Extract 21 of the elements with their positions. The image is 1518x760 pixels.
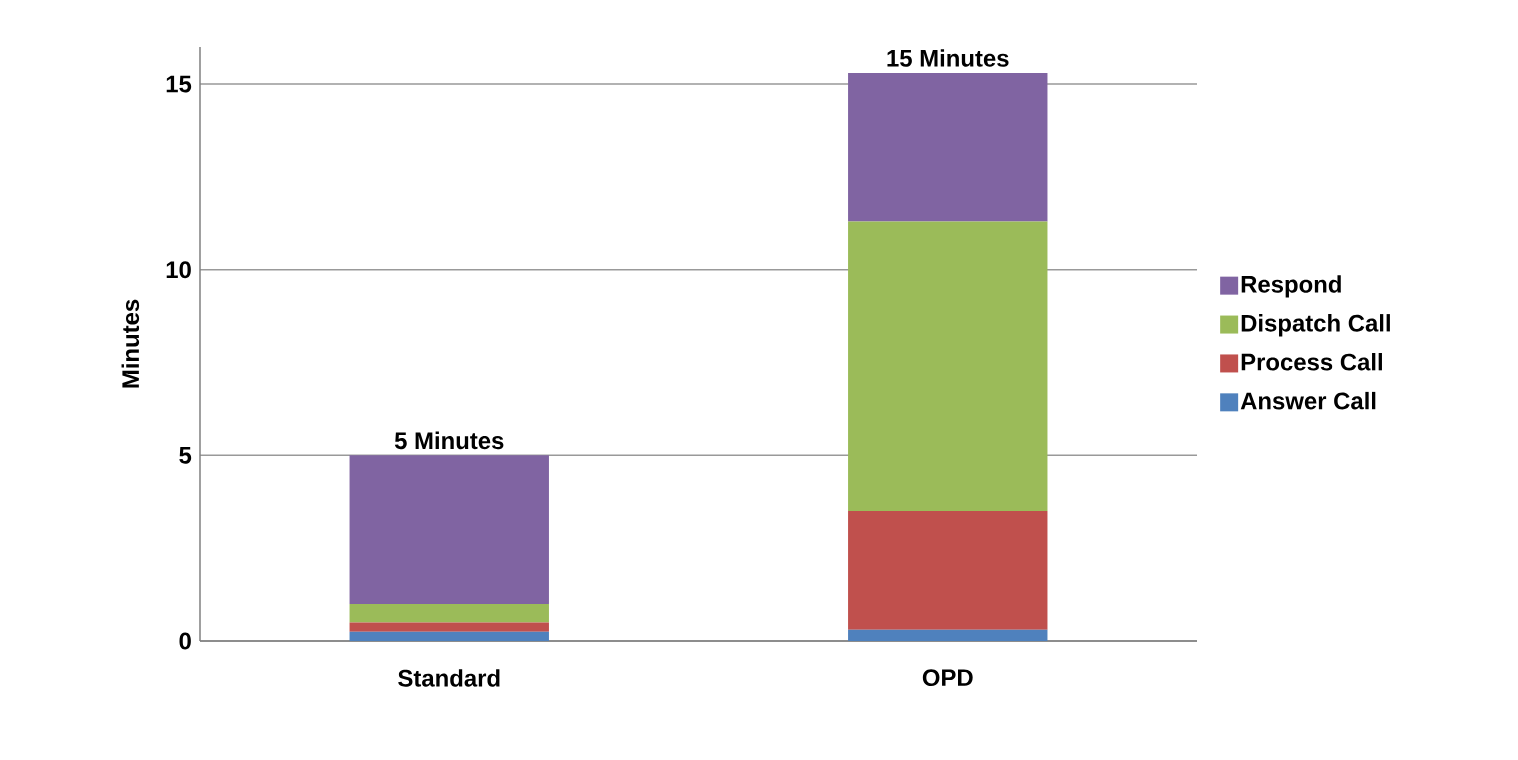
legend-label: Respond [1241,275,1341,298]
bar [848,629,1048,641]
bar [349,603,549,623]
y-tick-label: 0 [179,632,191,650]
bar [848,221,1048,512]
y-tick-label: 15 [166,75,192,93]
x-tick-label: OPD [922,669,973,687]
bar [349,455,549,604]
total-label: 15 Minutes [887,49,1009,67]
y-tick-label: 10 [166,261,191,279]
y-tick-label: 5 [179,447,192,464]
total-label: 5 Minutes [394,431,504,450]
bar [349,631,549,641]
bar [848,72,1048,222]
legend-label: Answer Call [1240,391,1376,410]
legend-label: Dispatch Call [1241,314,1390,337]
x-tick-label: Standard [398,669,500,687]
y-axis-title: Minutes [121,299,140,388]
legend-label: Process Call [1241,352,1382,371]
bar [349,622,549,632]
bar [848,511,1048,630]
